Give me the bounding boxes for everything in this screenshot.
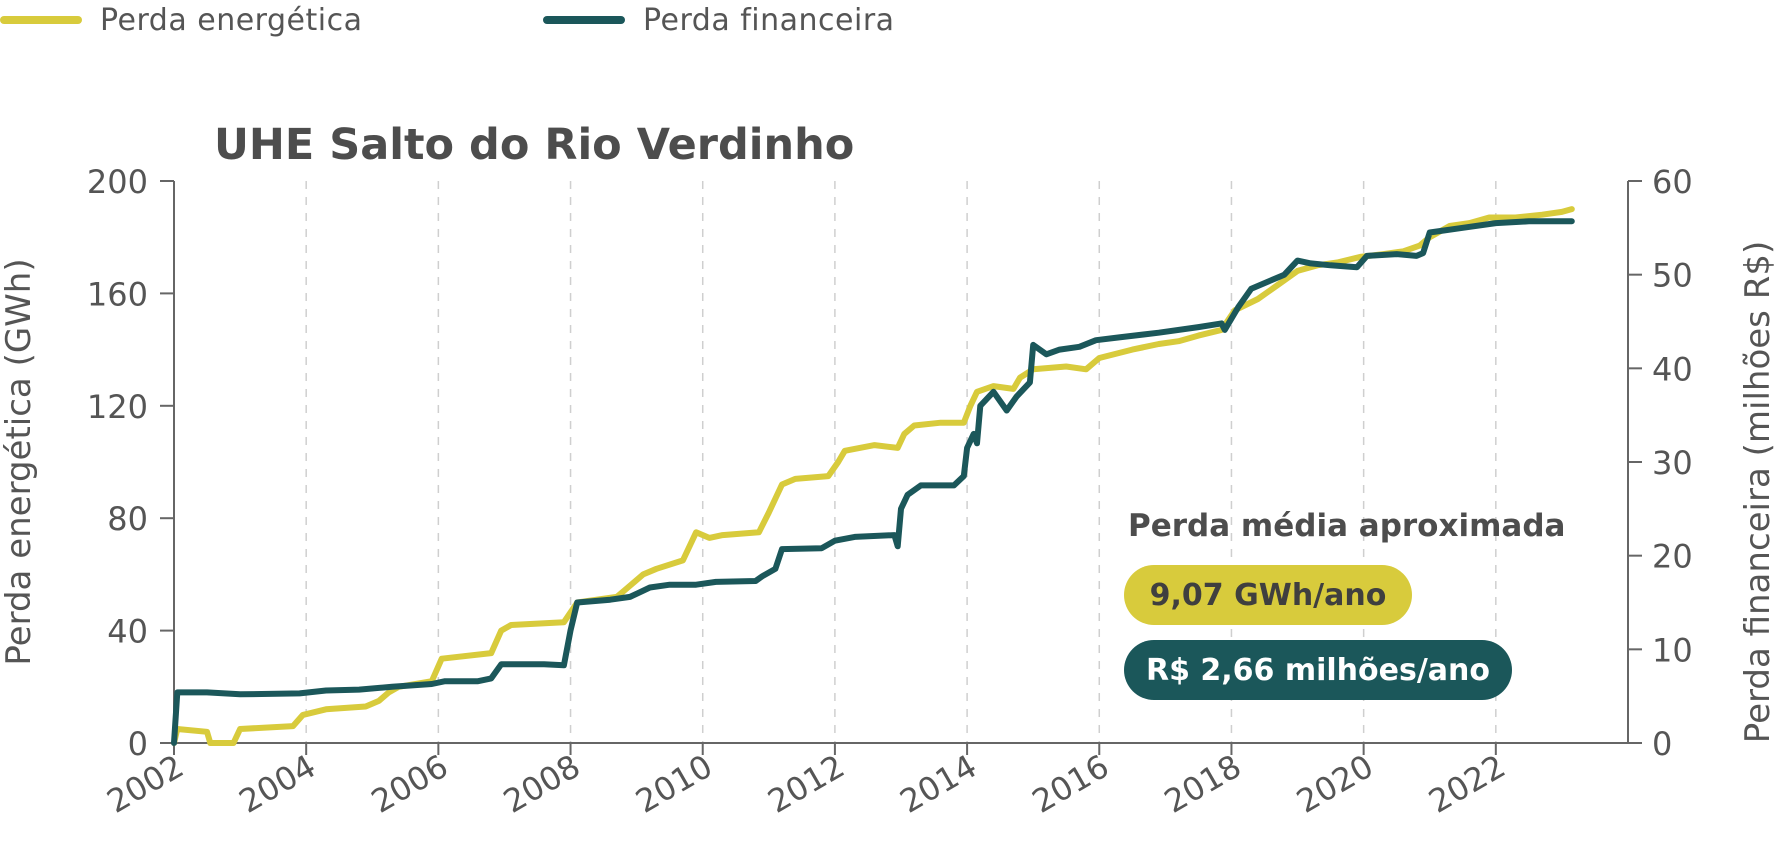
y-left-tick-label: 40 xyxy=(107,613,148,651)
x-tick-label: 2022 xyxy=(1422,747,1512,821)
x-tick-label: 2004 xyxy=(233,747,323,821)
x-tick-label: 2018 xyxy=(1158,747,1248,821)
legend-swatch-finance xyxy=(543,16,625,24)
series-line-finance xyxy=(171,218,1575,746)
legend-item-energy: Perda energética xyxy=(0,0,362,40)
x-tick-label: 2016 xyxy=(1026,747,1116,821)
x-tick-label: 2012 xyxy=(761,747,851,821)
y-left-tick-label: 120 xyxy=(87,388,148,426)
y-left-tick-label: 0 xyxy=(128,725,148,763)
energy-average-badge: 9,07 GWh/ano xyxy=(1124,565,1412,625)
y-right-tick-label: 0 xyxy=(1652,725,1672,763)
y-right-tick-label: 20 xyxy=(1652,538,1693,576)
legend-label-finance: Perda financeira xyxy=(643,2,895,38)
chart-title: UHE Salto do Rio Verdinho xyxy=(214,120,855,170)
y-right-tick-label: 50 xyxy=(1652,257,1693,295)
legend-swatch-energy xyxy=(0,16,82,24)
y-right-axis-title: Perda financeira (milhões R$) xyxy=(1738,241,1778,743)
y-left-tick-label: 200 xyxy=(87,163,148,201)
x-tick-label: 2010 xyxy=(629,747,719,821)
finance-average-badge: R$ 2,66 milhões/ano xyxy=(1124,640,1512,700)
y-right-tick-label: 30 xyxy=(1652,444,1693,482)
x-tick-label: 2020 xyxy=(1290,747,1380,821)
x-tick-label: 2014 xyxy=(894,747,984,821)
y-right-tick-label: 40 xyxy=(1652,350,1693,388)
legend-label-energy: Perda energética xyxy=(100,2,363,38)
x-tick-label: 2008 xyxy=(497,747,587,821)
y-right-tick-label: 60 xyxy=(1652,163,1693,201)
x-tick-label: 2006 xyxy=(365,747,455,821)
y-left-tick-label: 160 xyxy=(87,275,148,313)
y-right-tick-label: 10 xyxy=(1652,631,1693,669)
summary-heading: Perda média aproximada xyxy=(1128,508,1566,544)
y-left-tick-label: 80 xyxy=(107,500,148,538)
legend-item-finance: Perda financeira xyxy=(543,0,895,40)
y-left-axis-title: Perda energética (GWh) xyxy=(0,258,39,665)
